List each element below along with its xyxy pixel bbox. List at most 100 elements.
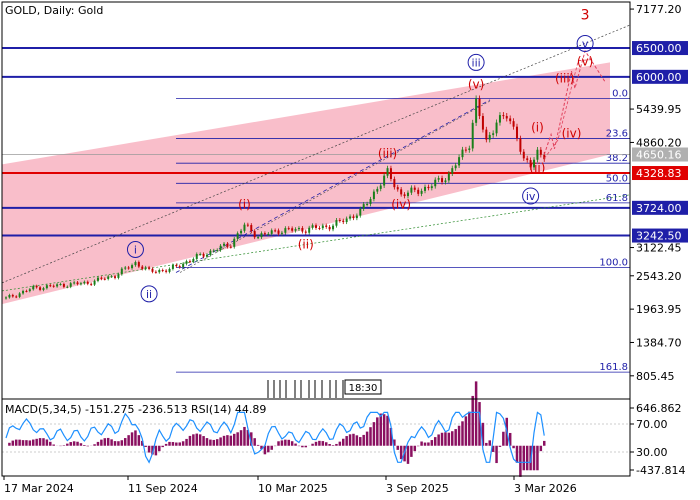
candle-body (96, 277, 99, 281)
candle-body (28, 289, 31, 292)
price-axis-label: 3724.00 (636, 202, 682, 215)
candle-body (376, 188, 379, 192)
candle-body (359, 208, 362, 216)
candle-body (427, 186, 430, 189)
candle-body (471, 122, 474, 149)
price-label-box (632, 69, 688, 84)
price-label-box (632, 41, 688, 56)
candle-body (475, 98, 478, 123)
candle-body (509, 118, 512, 122)
candle-body (240, 230, 243, 234)
price-axis-label: 4650.16 (636, 149, 682, 162)
candle-body (366, 203, 369, 205)
support-resistance-lines (2, 47, 630, 237)
price-axis-label: 7177.20 (636, 3, 682, 16)
candle-body (284, 228, 287, 233)
wave-trendline (175, 99, 491, 273)
candle-body (342, 220, 345, 223)
candle-body (131, 265, 134, 269)
candle-body (59, 284, 62, 286)
candle-body (42, 288, 45, 290)
inner-trendline (179, 100, 491, 273)
candle-body (18, 293, 21, 297)
price-axis-label: 1384.70 (636, 336, 682, 349)
price-axis-label: 1963.95 (636, 303, 682, 316)
price-axis-label: 2543.20 (636, 270, 682, 283)
forecast-line (543, 49, 606, 155)
price-axis-label: 6000.00 (636, 71, 682, 84)
candle-body (410, 187, 413, 193)
candle-body (413, 187, 416, 190)
candle-body (260, 233, 263, 238)
candle-body (56, 284, 59, 287)
candle-body (168, 268, 171, 272)
candle-body (161, 270, 164, 272)
wave-label: (ii) (298, 237, 314, 251)
candle-body (52, 285, 55, 287)
candle-body (90, 283, 93, 285)
candle-body (420, 190, 423, 194)
candle-body (263, 233, 266, 235)
indicator-panel (2, 381, 630, 477)
candle-body (120, 268, 123, 275)
price-axis-label: 5439.95 (636, 103, 682, 116)
time-marker-label: 18:30 (349, 383, 378, 394)
candle-body (110, 276, 113, 278)
candle-body (15, 296, 18, 298)
candle-body (253, 231, 256, 238)
x-axis-label: 3 Mar 2026 (514, 482, 577, 495)
indicator-axis-label: 30.00 (636, 446, 668, 459)
fib-label: 161.8 (599, 362, 628, 373)
candle-body (192, 258, 195, 262)
candle-body (117, 274, 120, 278)
candle-body (93, 280, 96, 285)
candle-body (526, 158, 529, 161)
candle-body (182, 263, 185, 268)
candle-body (389, 168, 392, 179)
candle-body (25, 290, 28, 292)
candle-body (304, 231, 307, 233)
candle-body (461, 149, 464, 158)
wave-label: (ii) (529, 161, 545, 175)
candle-body (141, 266, 144, 269)
x-axis-label: 3 Sep 2025 (386, 482, 449, 495)
candle-body (79, 283, 82, 285)
candle-body (338, 220, 341, 222)
indicator-axis-label: 70.00 (636, 418, 668, 431)
upper-trendline (1, 24, 631, 284)
fib-label: 50.0 (606, 173, 628, 184)
candle-body (233, 238, 236, 247)
price-axis-label: 3122.45 (636, 242, 682, 255)
candle-body (219, 245, 222, 251)
candle-body (5, 297, 7, 299)
price-axis-label: 805.45 (636, 370, 675, 383)
candle-body (202, 254, 205, 257)
candle-body (165, 270, 168, 272)
price-axis-label: 6500.00 (636, 42, 682, 55)
candle-body (454, 165, 457, 169)
candle-body (287, 228, 290, 230)
candle-body (216, 250, 219, 252)
candle-body (236, 233, 239, 239)
candle-body (492, 133, 495, 135)
candle-body (400, 189, 403, 195)
candle-body (246, 224, 249, 226)
candle-body (223, 243, 226, 246)
forecast-path (543, 49, 606, 159)
candle-body (451, 168, 454, 174)
candle-body (349, 216, 352, 219)
candle-body (49, 285, 52, 287)
candle-body (536, 149, 539, 160)
candle-body (311, 225, 314, 228)
indicator-title: MACD(5,34,5) -151.275 -236.513 RSI(14) 4… (5, 403, 267, 416)
candle-body (522, 151, 525, 159)
candle-body (318, 227, 321, 229)
candle-body (175, 264, 178, 267)
candle-body (495, 122, 498, 134)
price-label-box (632, 228, 688, 243)
candle-body (199, 254, 202, 256)
candle-body (332, 225, 335, 230)
lower-trendline (1, 194, 631, 292)
candle-body (406, 192, 409, 197)
